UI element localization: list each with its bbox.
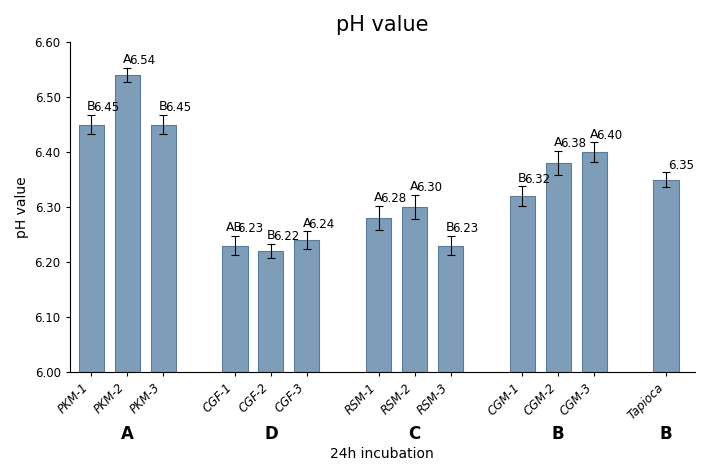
Text: B: B [518,171,527,185]
Text: B: B [446,221,455,234]
X-axis label: 24h incubation: 24h incubation [330,447,434,461]
Bar [402,207,427,372]
Text: C: C [409,425,421,443]
Bar [545,163,571,372]
Text: 6.35: 6.35 [668,159,693,172]
Text: 6.23: 6.23 [452,222,478,235]
Text: D: D [264,425,278,443]
Text: 6.38: 6.38 [560,138,586,150]
Text: AB: AB [226,221,244,234]
Bar [582,152,607,372]
Bar [115,75,140,372]
Bar [150,125,176,372]
Text: 6.32: 6.32 [524,173,550,186]
Text: 6.30: 6.30 [417,181,442,194]
Text: A: A [410,180,419,193]
Text: B: B [660,425,672,443]
Text: B: B [552,425,565,443]
Text: B: B [87,100,95,113]
Text: A: A [590,128,599,140]
Text: B: B [266,229,276,242]
Bar [654,179,679,372]
Text: B: B [159,100,167,113]
Text: A: A [554,136,562,149]
Y-axis label: pH value: pH value [15,176,29,238]
Text: 6.45: 6.45 [93,101,119,114]
Text: A: A [303,217,311,229]
Title: pH value: pH value [336,15,429,35]
Text: 6.24: 6.24 [308,218,335,231]
Bar [258,251,283,372]
Text: 6.23: 6.23 [237,222,263,235]
Text: A: A [123,53,132,66]
Text: 6.45: 6.45 [165,101,191,114]
Text: 6.28: 6.28 [380,192,407,206]
Bar [438,246,463,372]
Text: A: A [121,425,134,443]
Text: 6.22: 6.22 [273,230,299,243]
Bar [79,125,104,372]
Bar [294,240,320,372]
Bar [366,218,391,372]
Bar [222,246,248,372]
Bar [510,196,535,372]
Text: 6.40: 6.40 [596,129,622,142]
Text: 6.54: 6.54 [129,54,155,68]
Text: A: A [375,191,383,204]
